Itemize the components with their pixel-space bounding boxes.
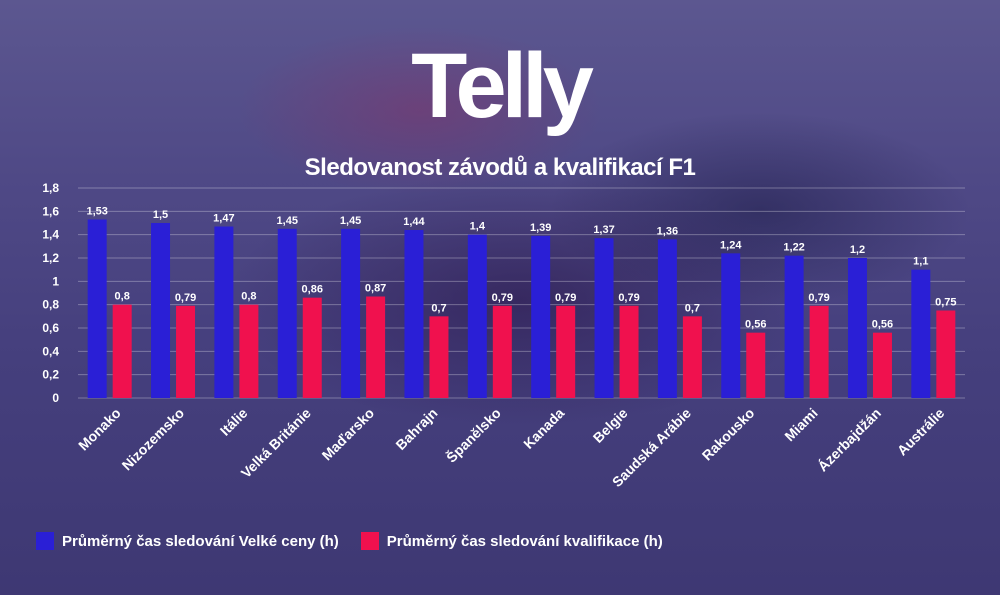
- data-label-qualifying: 0,79: [175, 292, 196, 304]
- x-category-label: Španělsko: [442, 404, 504, 466]
- bars: [87, 219, 956, 398]
- bar-grand-prix: [531, 235, 551, 398]
- y-tick-label: 1,4: [42, 228, 59, 242]
- data-labels: 1,53 0,8 1,5 0,79 1,47 0,8 1,45 0,86 1,45 0,87 1,4…: [86, 206, 956, 331]
- data-label-grand-prix: 1,44: [403, 216, 425, 228]
- x-category-label: Belgie: [590, 405, 631, 446]
- y-tick-label: 0,4: [42, 344, 59, 358]
- data-label-qualifying: 0,79: [555, 292, 576, 304]
- legend-label-grand-prix: Průměrný čas sledování Velké ceny (h): [62, 532, 339, 550]
- legend: Průměrný čas sledování Velké ceny (h) Pr…: [36, 532, 685, 550]
- bar-qualifying: [682, 316, 702, 398]
- y-tick-label: 0,2: [42, 368, 59, 382]
- data-label-grand-prix: 1,22: [783, 242, 804, 254]
- bar-grand-prix: [594, 238, 614, 398]
- x-category-label: Ázerbajdžán: [814, 405, 884, 475]
- bar-grand-prix: [277, 228, 297, 398]
- y-tick-label: 1,2: [42, 251, 59, 265]
- bar-qualifying: [936, 310, 956, 398]
- data-label-grand-prix: 1,4: [470, 221, 486, 233]
- data-label-qualifying: 0,56: [745, 319, 766, 331]
- data-label-grand-prix: 1,5: [153, 209, 168, 221]
- legend-item-qualifying: Průměrný čas sledování kvalifikace (h): [360, 532, 663, 550]
- data-label-qualifying: 0,7: [685, 302, 700, 314]
- bar-qualifying: [746, 332, 766, 398]
- bar-qualifying: [239, 304, 259, 398]
- bar-qualifying: [872, 332, 892, 398]
- bar-qualifying: [492, 305, 512, 398]
- data-label-grand-prix: 1,39: [530, 222, 551, 234]
- x-category-label: Rakousko: [699, 405, 758, 464]
- grid-lines: [78, 187, 965, 399]
- bar-grand-prix: [151, 223, 171, 398]
- data-label-qualifying: 0,79: [808, 292, 829, 304]
- x-category-label: Kanada: [520, 405, 567, 452]
- y-tick-label: 0,6: [42, 321, 59, 335]
- bar-grand-prix: [214, 226, 234, 398]
- data-label-grand-prix: 1,2: [850, 244, 865, 256]
- x-category-label: Monako: [75, 405, 124, 454]
- data-label-qualifying: 0,7: [431, 302, 446, 314]
- bar-qualifying: [429, 316, 449, 398]
- bar-qualifying: [302, 297, 322, 398]
- data-label-grand-prix: 1,45: [340, 215, 361, 227]
- y-axis-ticks: 0 0,2 0,4 0,6 0,8 1 1,2 1,4 1,6 1,8: [42, 181, 59, 405]
- legend-label-qualifying: Průměrný čas sledování kvalifikace (h): [386, 532, 663, 550]
- data-label-qualifying: 0,8: [241, 291, 256, 303]
- bar-grand-prix: [657, 239, 677, 398]
- bar-grand-prix: [911, 269, 931, 398]
- bar-grand-prix: [847, 258, 867, 398]
- y-tick-label: 1,6: [42, 204, 59, 218]
- bar-qualifying: [176, 305, 196, 398]
- data-label-qualifying: 0,75: [935, 297, 956, 309]
- x-category-label: Bahrajn: [392, 405, 440, 453]
- data-label-grand-prix: 1,1: [913, 256, 928, 268]
- bar-qualifying: [112, 304, 132, 398]
- legend-swatch-grand-prix: [36, 532, 54, 550]
- bar-qualifying: [556, 305, 576, 398]
- data-label-grand-prix: 1,37: [593, 224, 614, 236]
- data-label-grand-prix: 1,47: [213, 213, 234, 225]
- data-label-grand-prix: 1,45: [277, 215, 298, 227]
- y-tick-label: 0: [52, 391, 59, 405]
- bar-grand-prix: [784, 255, 804, 398]
- legend-item-grand-prix: Průměrný čas sledování Velké ceny (h): [36, 532, 339, 550]
- data-label-grand-prix: 1,24: [720, 239, 742, 251]
- bar-grand-prix: [87, 219, 107, 398]
- data-label-qualifying: 0,56: [872, 319, 893, 331]
- x-category-label: Miami: [781, 405, 820, 444]
- data-label-qualifying: 0,79: [618, 292, 639, 304]
- y-tick-label: 1: [52, 274, 59, 288]
- x-category-label: Itálie: [217, 405, 251, 439]
- bar-qualifying: [619, 305, 639, 398]
- bar-qualifying: [809, 305, 829, 398]
- data-label-qualifying: 0,87: [365, 283, 386, 295]
- data-label-grand-prix: 1,36: [657, 225, 678, 237]
- bar-grand-prix: [341, 228, 361, 398]
- bar-grand-prix: [467, 234, 487, 398]
- data-label-grand-prix: 1,53: [86, 206, 107, 218]
- bar-grand-prix: [721, 253, 741, 398]
- legend-swatch-qualifying: [360, 532, 379, 550]
- bar-qualifying: [366, 296, 386, 398]
- data-label-qualifying: 0,86: [302, 284, 323, 296]
- x-category-label: Nizozemsko: [119, 405, 188, 474]
- y-tick-label: 0,8: [42, 298, 59, 312]
- bar-grand-prix: [404, 230, 424, 398]
- x-category-label: Austrálie: [894, 405, 948, 459]
- x-category-label: Maďarsko: [319, 405, 378, 464]
- telly-logo: Telly: [411, 35, 594, 137]
- y-tick-label: 1,8: [42, 181, 59, 195]
- data-label-qualifying: 0,8: [115, 291, 130, 303]
- data-label-qualifying: 0,79: [492, 292, 513, 304]
- chart-title: Sledovanost závodů a kvalifikací F1: [304, 154, 696, 181]
